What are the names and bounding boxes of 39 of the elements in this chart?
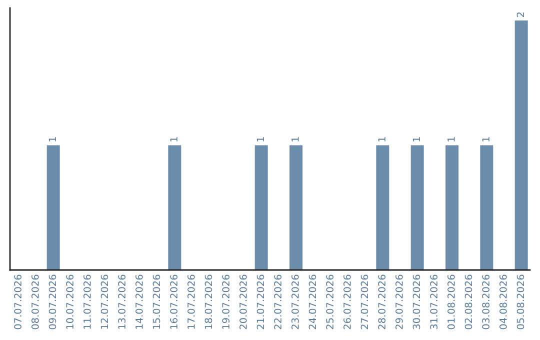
x-tick-label: 29.07.2026 [395,274,403,330]
x-tick-label: 22.07.2026 [274,274,282,330]
data-label: 1 [170,137,178,142]
data-label: 1 [378,137,386,142]
x-tick-label: 05.08.2026 [516,274,524,330]
x-tick-label: 15.07.2026 [152,274,160,329]
x-tick-label: 25.07.2026 [326,274,334,330]
x-tick-label: 23.07.2026 [291,274,299,330]
data-label: 1 [448,137,455,142]
x-tick-label: 31.07.2026 [430,274,438,330]
data-label: 1 [292,137,299,142]
x-tick-label: 19.07.2026 [222,274,230,329]
data-label: 1 [256,137,264,142]
data-label: 1 [412,137,420,142]
x-tick-label: 04.08.2026 [499,274,507,330]
x-tick-label: 18.07.2026 [204,274,212,329]
x-tick-label: 02.08.2026 [464,274,472,330]
data-label: 1 [48,137,56,142]
x-tick-label: 07.07.2026 [14,274,22,330]
x-tick-label: 26.07.2026 [343,274,351,330]
x-tick-label: 09.07.2026 [48,274,56,330]
x-tick-label: 11.07.2026 [83,274,91,329]
x-tick-label: 14.07.2026 [135,274,143,329]
x-tick-label: 08.07.2026 [31,274,39,330]
x-tick-label: 28.07.2026 [378,274,386,330]
x-tick-label: 30.07.2026 [412,274,420,330]
x-tick-label: 27.07.2026 [360,274,368,330]
x-tick-label: 12.07.2026 [100,274,108,329]
x-tick-label: 16.07.2026 [170,274,178,329]
data-label: 2 [516,12,524,17]
x-tick-label: 24.07.2026 [308,274,316,330]
data-label: 1 [482,137,490,142]
x-tick-label: 01.08.2026 [447,274,455,330]
x-tick-label: 03.08.2026 [482,274,490,330]
x-tick-label: 20.07.2026 [239,274,247,330]
x-tick-label: 13.07.2026 [118,274,126,329]
x-tick-label: 17.07.2026 [187,274,195,329]
x-tick-label: 21.07.2026 [256,274,264,330]
x-tick-label: 10.07.2026 [66,274,74,329]
